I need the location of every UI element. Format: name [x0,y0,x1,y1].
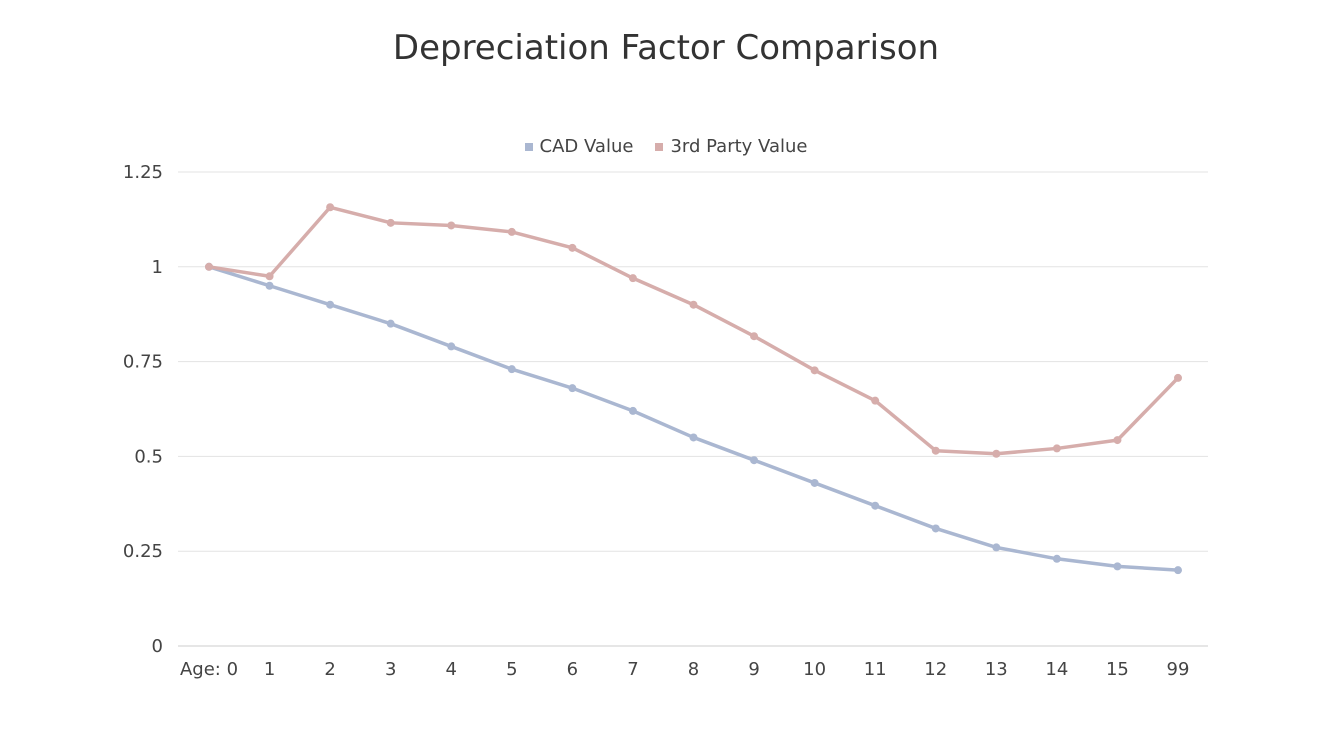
y-tick-label: 0.5 [134,446,163,467]
x-tick-label: 13 [985,659,1008,680]
legend: CAD Value 3rd Party Value [0,136,1332,157]
data-point [447,342,456,351]
data-point [628,406,637,415]
x-tick-label: 99 [1167,659,1190,680]
data-point [750,332,759,341]
data-point [1113,436,1122,445]
data-point [810,366,819,375]
data-point [326,300,335,309]
x-tick-label: 8 [688,659,699,680]
data-point [447,221,456,230]
data-point [992,543,1001,552]
chart-title: Depreciation Factor Comparison [392,28,940,68]
data-point [992,449,1001,458]
data-point [750,456,759,465]
data-point [1174,566,1182,575]
y-tick-label: 0.25 [123,541,163,562]
data-point [931,524,940,533]
data-point [931,446,940,455]
x-tick-label: 3 [385,659,396,680]
x-tick-label: 5 [506,659,517,680]
y-tick-label: 1.25 [123,162,163,183]
x-tick-label: 6 [567,659,578,680]
x-tick-label: 1 [264,659,275,680]
legend-swatch-cad [524,142,533,151]
legend-label-cad: CAD Value [539,136,634,157]
y-tick-label: 0 [152,636,163,657]
x-tick-label: 9 [748,659,759,680]
x-tick-label: 11 [864,659,887,680]
x-tick-label: 10 [803,659,826,680]
data-point [871,396,880,405]
x-tick-label: 2 [324,659,335,680]
x-tick-label: 15 [1106,659,1129,680]
x-tick-label: 14 [1045,659,1068,680]
data-point [265,281,274,290]
x-tick-label: Age: 0 [180,659,238,680]
data-point [871,501,880,510]
data-point [810,478,819,487]
series-line-0 [207,265,1180,572]
data-point [1052,444,1061,453]
legend-label-third-party: 3rd Party Value [670,136,808,157]
data-point [386,319,395,328]
data-point [326,203,335,212]
data-point [386,218,395,227]
series-line-1 [207,205,1180,456]
y-tick-label: 0.75 [123,352,163,373]
y-tick-label: 1 [152,257,163,278]
data-point [1052,554,1061,563]
legend-item-cad[interactable]: CAD Value [524,136,634,157]
data-point [628,274,637,283]
data-point [568,243,577,252]
data-point [568,384,577,393]
data-point [689,300,698,309]
legend-item-third-party[interactable]: 3rd Party Value [655,136,807,157]
data-point [507,365,516,374]
legend-swatch-third-party [655,142,664,151]
data-point [1174,373,1182,382]
data-point [265,272,274,281]
x-tick-label: 12 [924,659,947,680]
data-point [205,262,213,271]
data-point [507,227,516,236]
x-tick-label: 7 [627,659,638,680]
x-tick-label: 4 [446,659,457,680]
data-point [689,433,698,442]
data-point [1113,562,1122,571]
